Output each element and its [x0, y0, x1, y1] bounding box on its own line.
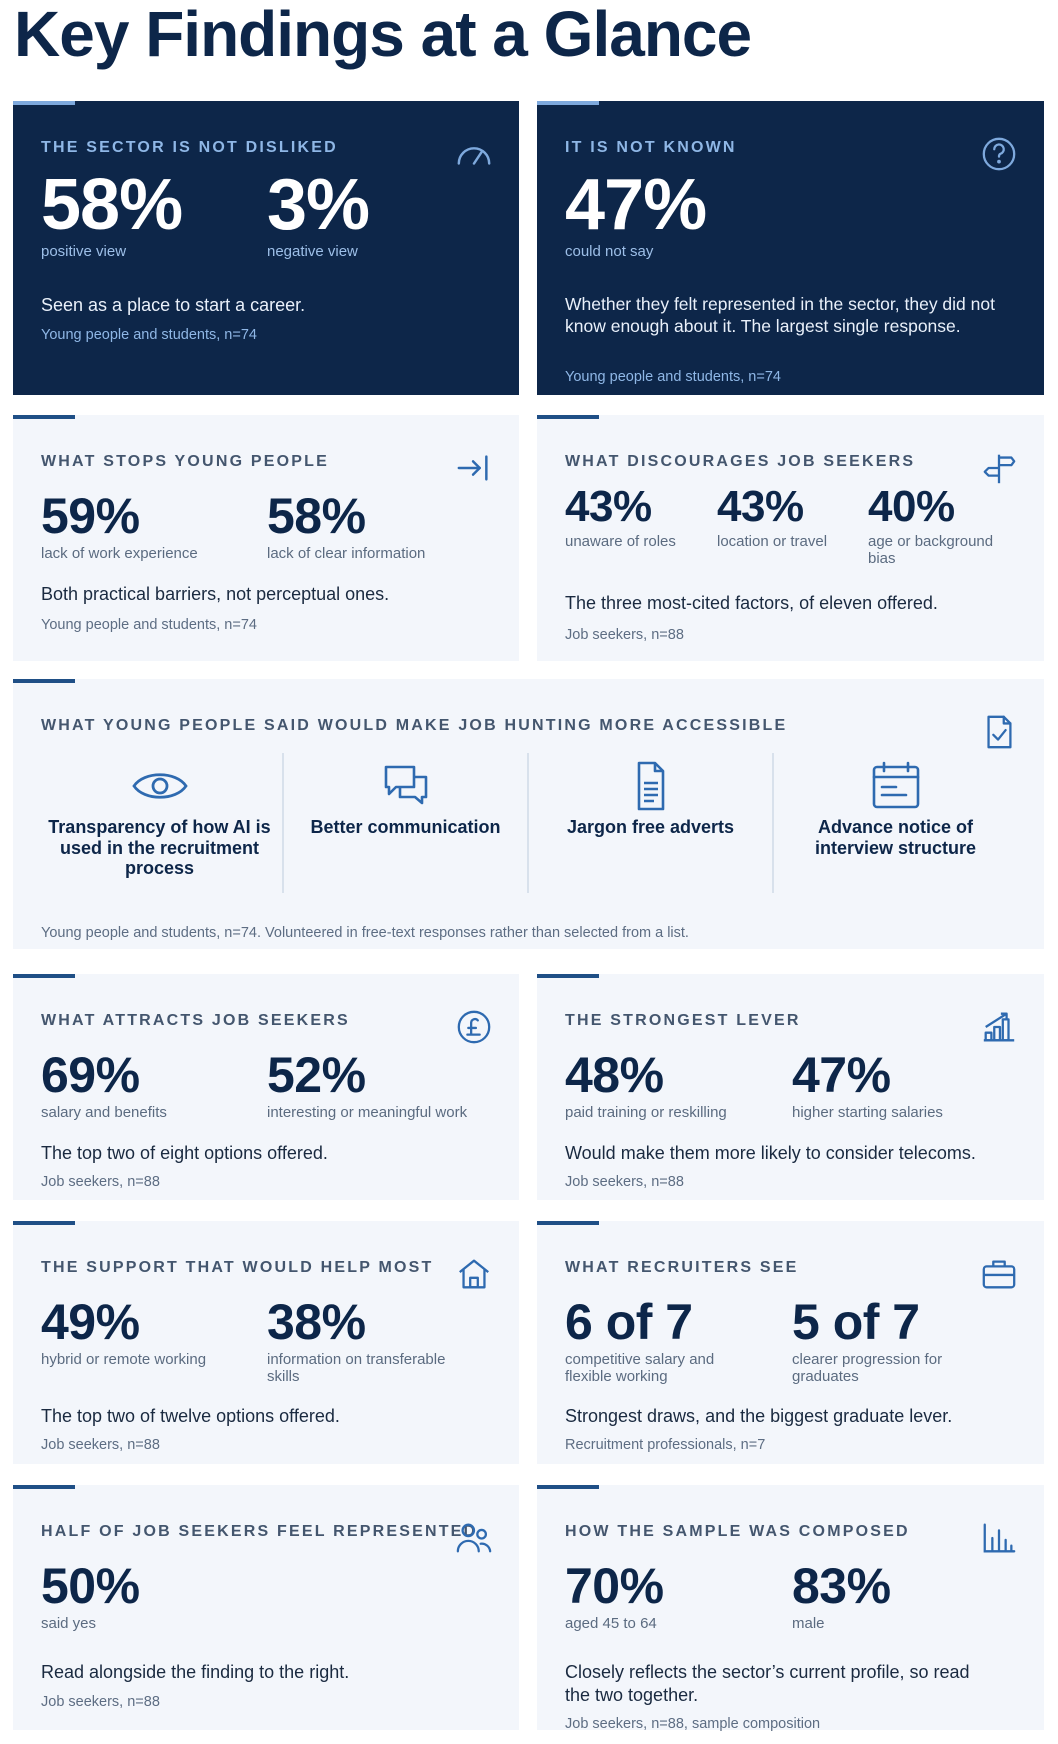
card-source: Recruitment professionals, n=7: [565, 1437, 766, 1453]
card-accent-bar: [13, 415, 75, 419]
card-note: Strongest draws, and the biggest graduat…: [565, 1406, 953, 1426]
stat-could-not-say: 47% could not say: [565, 165, 707, 260]
card-what-attracts: WHAT ATTRACTS JOB SEEKERS 69% salary and…: [13, 974, 519, 1200]
card-sample-composition: HOW THE SAMPLE WAS COMPOSED 70% aged 45 …: [537, 1485, 1044, 1732]
card-note: The top two of eight options offered.: [41, 1143, 328, 1163]
stat-unaware-of-roles: 43% unaware of roles: [565, 482, 676, 551]
card-label: HOW THE SAMPLE WAS COMPOSED: [565, 1523, 910, 1540]
card-source: Young people and students, n=74: [565, 369, 781, 385]
chat-icon: [376, 761, 436, 811]
card-source: Job seekers, n=88: [565, 1174, 684, 1190]
pound-coin-icon: [455, 1008, 493, 1046]
access-item-ai-transparency: Transparency of how AI is used in the re…: [37, 753, 282, 893]
card-label: WHAT ATTRACTS JOB SEEKERS: [41, 1012, 350, 1029]
stat-higher-salaries: 47% higher starting salaries: [792, 1047, 943, 1121]
card-label: WHAT DISCOURAGES JOB SEEKERS: [565, 453, 916, 470]
card-what-discourages: WHAT DISCOURAGES JOB SEEKERS 43% unaware…: [537, 415, 1044, 661]
card-label: WHAT YOUNG PEOPLE SAID WOULD MAKE JOB HU…: [41, 717, 788, 734]
card-accent-bar: [537, 1485, 599, 1489]
card-source: Young people and students, n=74: [41, 327, 257, 343]
page-title: Key Findings at a Glance: [14, 0, 752, 70]
card-note: The three most-cited factors, of eleven …: [565, 593, 938, 613]
signpost-icon: [980, 449, 1018, 487]
card-accent-bar: [537, 101, 599, 105]
card-accent-bar: [13, 101, 75, 105]
card-note: Whether they felt represented in the sec…: [565, 294, 995, 336]
card-source: Young people and students, n=74. Volunte…: [41, 925, 689, 941]
stat-clear-information: 58% lack of clear information: [267, 488, 426, 562]
card-label: WHAT RECRUITERS SEE: [565, 1259, 799, 1276]
card-not-known: IT IS NOT KNOWN 47% could not say Whethe…: [537, 101, 1044, 395]
access-items: Transparency of how AI is used in the re…: [37, 753, 1020, 893]
card-more-accessible: WHAT YOUNG PEOPLE SAID WOULD MAKE JOB HU…: [13, 679, 1044, 949]
question-icon: [980, 135, 1018, 173]
access-item-jargon-free-adverts: Jargon free adverts: [527, 753, 772, 893]
card-sector-not-disliked: THE SECTOR IS NOT DISLIKED 58% positive …: [13, 101, 519, 395]
card-label: IT IS NOT KNOWN: [565, 139, 737, 156]
bar-chart-up-icon: [980, 1008, 1018, 1046]
card-what-recruiters-see: WHAT RECRUITERS SEE 6 of 7 competitive s…: [537, 1221, 1044, 1464]
card-source: Job seekers, n=88: [565, 627, 684, 643]
calendar-icon: [866, 761, 926, 811]
access-item-advance-notice: Advance notice of interview structure: [772, 753, 1017, 893]
card-source: Job seekers, n=88: [41, 1694, 160, 1710]
gauge-icon: [455, 135, 493, 173]
card-source: Job seekers, n=88: [41, 1174, 160, 1190]
stat-negative-view: 3% negative view: [267, 165, 370, 260]
access-item-better-communication: Better communication: [282, 753, 527, 893]
card-accent-bar: [13, 1221, 75, 1225]
card-note: The top two of twelve options offered.: [41, 1406, 340, 1426]
card-strongest-lever: THE STRONGEST LEVER 48% paid training or…: [537, 974, 1044, 1200]
card-note: Seen as a place to start a career.: [41, 295, 306, 315]
stat-clearer-progression: 5 of 7 clearer progression for graduates: [792, 1294, 943, 1386]
card-accent-bar: [13, 974, 75, 978]
card-label: HALF OF JOB SEEKERS FEEL REPRESENTED: [41, 1523, 478, 1540]
card-label: THE SECTOR IS NOT DISLIKED: [41, 139, 338, 156]
stat-age-or-background-bias: 40% age or background bias: [868, 482, 994, 568]
users-icon: [455, 1519, 493, 1557]
card-label: THE SUPPORT THAT WOULD HELP MOST: [41, 1259, 434, 1276]
card-accent-bar: [537, 1221, 599, 1225]
card-note: Would make them more likely to consider …: [565, 1143, 976, 1163]
card-support-help-most: THE SUPPORT THAT WOULD HELP MOST 49% hyb…: [13, 1221, 519, 1464]
card-feel-represented: HALF OF JOB SEEKERS FEEL REPRESENTED 50%…: [13, 1485, 519, 1730]
stat-work-experience: 59% lack of work experience: [41, 488, 198, 562]
eye-icon: [130, 761, 190, 811]
card-accent-bar: [537, 974, 599, 978]
stat-salary-and-benefits: 69% salary and benefits: [41, 1047, 167, 1121]
card-source: Young people and students, n=74: [41, 617, 257, 633]
card-note: Closely reflects the sector’s current pr…: [565, 1662, 970, 1705]
card-note: Both practical barriers, not perceptual …: [41, 584, 390, 604]
stat-hybrid-working: 49% hybrid or remote working: [41, 1294, 207, 1368]
document-icon: [621, 761, 681, 811]
card-what-stops-young-people: WHAT STOPS YOUNG PEOPLE 59% lack of work…: [13, 415, 519, 661]
card-label: WHAT STOPS YOUNG PEOPLE: [41, 453, 329, 470]
card-label: THE STRONGEST LEVER: [565, 1012, 801, 1029]
stat-male: 83% male: [792, 1558, 891, 1632]
card-note: Read alongside the finding to the right.: [41, 1662, 350, 1682]
document-check-icon: [980, 713, 1018, 751]
card-accent-bar: [537, 415, 599, 419]
card-accent-bar: [13, 1485, 75, 1489]
briefcase-icon: [980, 1255, 1018, 1293]
card-source: Job seekers, n=88: [41, 1437, 160, 1453]
stat-location-or-travel: 43% location or travel: [717, 482, 828, 551]
stat-transferable-skills: 38% information on transferable skills: [267, 1294, 446, 1386]
stat-aged-45-to-64: 70% aged 45 to 64: [565, 1558, 664, 1632]
stat-competitive-salary: 6 of 7 competitive salary and flexible w…: [565, 1294, 715, 1386]
card-accent-bar: [13, 679, 75, 683]
home-icon: [455, 1255, 493, 1293]
card-source: Job seekers, n=88, sample composition: [565, 1716, 821, 1732]
stat-meaningful-work: 52% interesting or meaningful work: [267, 1047, 468, 1121]
arrow-to-line-icon: [455, 449, 493, 487]
bar-chart-icon: [980, 1519, 1018, 1557]
stat-positive-view: 58% positive view: [41, 165, 183, 260]
stat-paid-training: 48% paid training or reskilling: [565, 1047, 727, 1121]
stat-said-yes: 50% said yes: [41, 1558, 140, 1632]
